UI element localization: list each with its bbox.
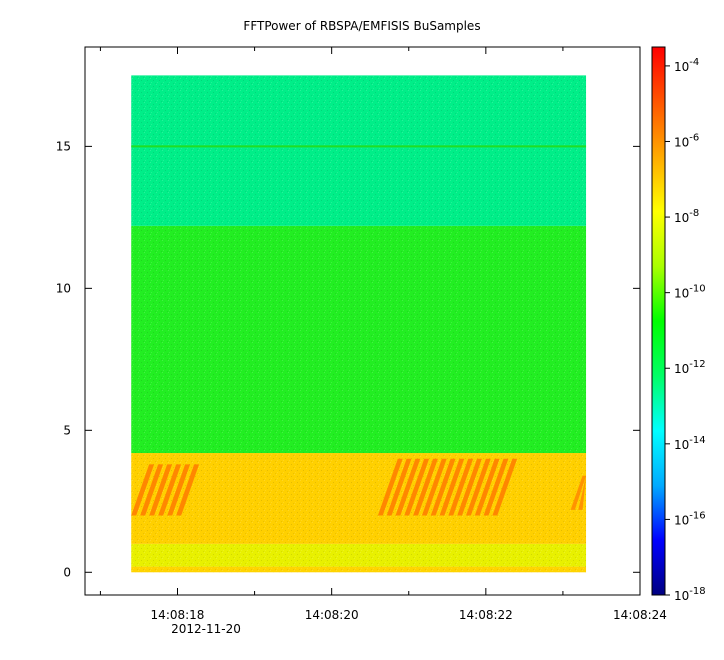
burst-streak	[167, 464, 191, 516]
x-tick-label: 14:08:22	[459, 608, 513, 622]
colorbar	[651, 46, 666, 596]
x-tick-label: 14:08:20	[305, 608, 359, 622]
colorbar-tick-label: 10-6	[674, 132, 699, 149]
colorbar-tick-exponent: -18	[689, 586, 705, 597]
colorbar-tick-exponent: -4	[689, 57, 699, 68]
x-tick-label: 14:08:24	[613, 608, 667, 622]
colorbar-tick-label: 10-16	[674, 510, 706, 527]
chart-title: FFTPower of RBSPA/EMFISIS BuSamples	[243, 19, 480, 33]
burst-streak	[570, 475, 587, 510]
burst-streak	[377, 458, 403, 516]
burst-streak	[492, 458, 518, 516]
colorbar-tick-exponent: -14	[689, 435, 705, 446]
burst-streak	[140, 464, 164, 516]
power-band-texture-4	[131, 75, 587, 226]
burst-streak	[483, 458, 509, 516]
y-axis: 0 5 10 15	[56, 139, 640, 579]
colorbar-tick-label: 10-8	[674, 208, 699, 225]
power-band-texture-0	[131, 566, 587, 573]
colorbar-tick-exponent: -6	[689, 132, 699, 143]
burst-streak	[386, 458, 412, 516]
power-band-texture-2	[131, 453, 587, 544]
y-tick-label: 10	[56, 281, 71, 295]
colorbar-tick-base: 10	[674, 513, 689, 527]
power-band-texture-1	[131, 543, 587, 567]
colorbar-tick-exponent: -10	[689, 284, 705, 295]
burst-streak	[413, 458, 438, 516]
colorbar-tick-exponent: -8	[689, 208, 699, 219]
burst-streak	[448, 458, 474, 516]
burst-streak	[404, 458, 430, 516]
power-band-texture-3	[131, 225, 587, 454]
y-tick-label: 5	[63, 423, 71, 437]
spectrogram-data	[131, 75, 587, 573]
date-label: 2012-11-20	[171, 622, 241, 636]
power-burst-1	[377, 458, 518, 516]
x-tick-label: 14:08:18	[151, 608, 205, 622]
burst-streak	[176, 464, 200, 516]
colorbar-tick-label: 10-4	[674, 57, 699, 74]
colorbar-tick-base: 10	[674, 362, 689, 376]
burst-streak	[158, 464, 182, 516]
burst-streak	[421, 458, 447, 516]
burst-streak	[474, 458, 500, 516]
colorbar-tick-label: 10-14	[674, 435, 706, 452]
x-axis: 14:08:18 14:08:20 14:08:22 14:08:24	[99, 47, 667, 622]
burst-streak	[439, 458, 465, 516]
power-burst-2	[570, 475, 587, 510]
burst-streak	[457, 458, 482, 516]
colorbar-tick-base: 10	[674, 438, 689, 452]
burst-streak	[466, 458, 491, 516]
y-tick-label: 15	[56, 139, 71, 153]
y-tick-label: 0	[63, 565, 71, 579]
colorbar-tick-base: 10	[674, 287, 689, 301]
power-burst-0	[131, 464, 200, 516]
burst-streak	[578, 475, 587, 510]
colorbar-tick-base: 10	[674, 589, 689, 603]
colorbar-tick-exponent: -16	[689, 510, 705, 521]
colorbar-tick-label: 10-12	[674, 359, 706, 376]
colorbar-tick-exponent: -12	[689, 359, 705, 370]
colorbar-tick-base: 10	[674, 135, 689, 149]
colorbar-tick-label: 10-10	[674, 284, 706, 301]
burst-streak	[430, 458, 456, 516]
burst-streak	[149, 464, 173, 516]
colorbar-tick-label: 10-18	[674, 586, 706, 603]
colorbar-tick-base: 10	[674, 60, 689, 74]
burst-streak	[395, 458, 421, 516]
burst-streak	[131, 464, 155, 516]
colorbar-tick-base: 10	[674, 211, 689, 225]
